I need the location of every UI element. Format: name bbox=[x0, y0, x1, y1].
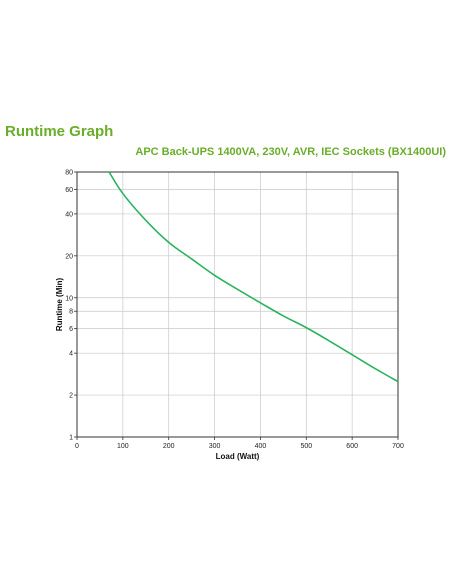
y-tick-label: 60 bbox=[65, 187, 73, 194]
y-tick-label: 10 bbox=[65, 295, 73, 302]
y-tick-label: 2 bbox=[69, 393, 73, 400]
x-axis-label: Load (Watt) bbox=[216, 452, 260, 461]
y-tick-label: 80 bbox=[65, 170, 73, 177]
x-tick-label: 600 bbox=[346, 443, 358, 450]
y-tick-label: 4 bbox=[69, 351, 73, 358]
y-tick-label: 20 bbox=[65, 253, 73, 260]
x-tick-label: 0 bbox=[75, 443, 79, 450]
x-tick-label: 500 bbox=[300, 443, 312, 450]
chart-header-subtitle: APC Back-UPS 1400VA, 230V, AVR, IEC Sock… bbox=[135, 146, 446, 158]
chart-grid bbox=[77, 172, 398, 437]
y-tick-label: 40 bbox=[65, 211, 73, 218]
y-axis-label: Runtime (Min) bbox=[55, 278, 64, 332]
y-tick-label: 1 bbox=[69, 435, 73, 442]
y-tick-label: 6 bbox=[69, 326, 73, 333]
x-tick-label: 400 bbox=[255, 443, 267, 450]
x-tick-label: 100 bbox=[117, 443, 129, 450]
x-tick-label: 200 bbox=[163, 443, 175, 450]
x-tick-label: 700 bbox=[392, 443, 404, 450]
y-tick-label: 8 bbox=[69, 309, 73, 316]
chart-ticks: 0 100 200 300 400 500 600 700 1 2 4 6 8 10 20 40 60 80 bbox=[65, 170, 404, 451]
plot-frame bbox=[76, 171, 399, 438]
chart-header-title: Runtime Graph bbox=[5, 123, 114, 140]
x-tick-label: 300 bbox=[209, 443, 221, 450]
runtime-series-line bbox=[108, 171, 399, 383]
